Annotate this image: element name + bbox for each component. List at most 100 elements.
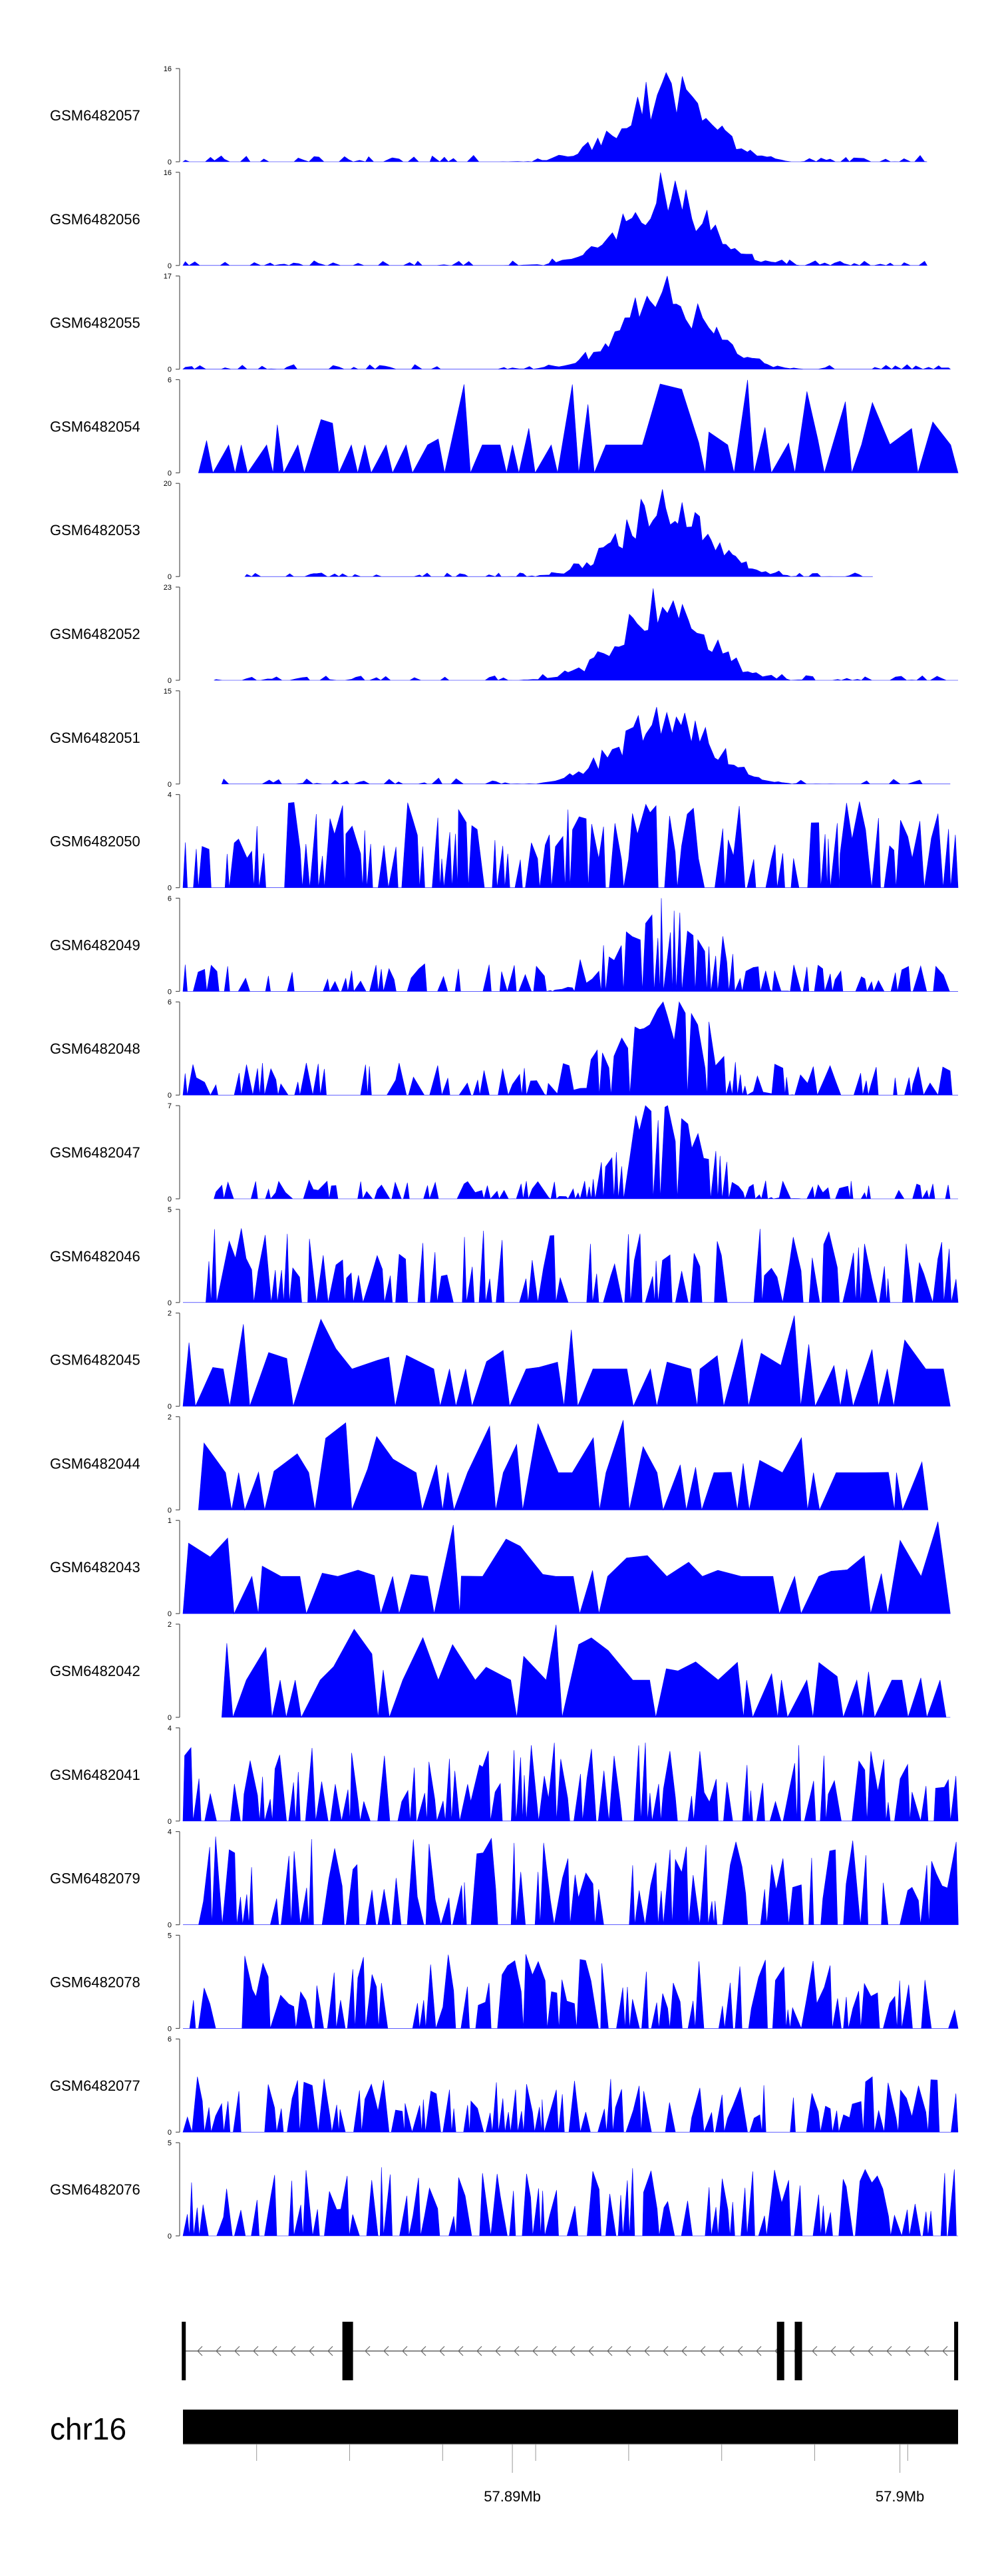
track-label: GSM6482048	[50, 1040, 140, 1057]
y-tick-label-max: 16	[164, 169, 172, 177]
strand-arrow	[365, 2346, 371, 2356]
y-tick-label-max: 5	[168, 1932, 172, 1940]
y-tick-label-min: 0	[168, 1195, 172, 1203]
strand-arrow	[458, 2346, 464, 2356]
track-label: GSM6482044	[50, 1455, 140, 1472]
strand-arrow	[588, 2346, 594, 2356]
track-label: GSM6482056	[50, 211, 140, 228]
track-GSM6482077: GSM6482077 6 0	[50, 2036, 959, 2137]
track-GSM6482044: GSM6482044 2 0	[50, 1413, 929, 1514]
exon	[776, 2322, 784, 2380]
track-label: GSM6482043	[50, 1559, 140, 1576]
y-tick-label-min: 0	[168, 1714, 172, 1722]
y-tick-label-max: 6	[168, 998, 172, 1006]
coverage-area	[182, 72, 927, 162]
track-label: GSM6482051	[50, 730, 140, 746]
strand-arrow	[532, 2346, 538, 2356]
y-tick-label-min: 0	[168, 1092, 172, 1100]
y-tick-label-max: 15	[164, 688, 172, 696]
coverage-area	[182, 276, 951, 370]
y-tick-label-min: 0	[168, 469, 172, 477]
strand-arrow	[681, 2346, 687, 2356]
coverage-area	[214, 1105, 958, 1200]
strand-arrow	[700, 2346, 706, 2356]
y-tick-label-max: 2	[168, 1621, 172, 1629]
gene-model-track	[182, 2322, 959, 2380]
coverage-area	[183, 1228, 959, 1303]
exon	[954, 2322, 959, 2380]
strand-arrow	[849, 2346, 855, 2356]
y-tick-label-max: 7	[168, 1102, 172, 1110]
track-GSM6482041: GSM6482041 4 0	[50, 1725, 959, 1826]
y-tick-label-max: 6	[168, 2036, 172, 2043]
strand-arrow	[625, 2346, 631, 2356]
axis-tick-label: 57.9Mb	[876, 2488, 924, 2505]
coverage-area	[182, 801, 959, 888]
strand-arrow	[905, 2346, 911, 2356]
coverage-area	[182, 1742, 959, 1822]
coverage-area	[198, 1420, 929, 1511]
strand-arrow	[271, 2346, 277, 2356]
coverage-area	[221, 1624, 951, 1719]
track-label: GSM6482041	[50, 1767, 140, 1783]
track-GSM6482057: GSM6482057 16 0	[50, 65, 927, 166]
y-tick-label-min: 0	[168, 366, 172, 374]
track-label: GSM6482047	[50, 1144, 140, 1161]
y-tick-label-min: 0	[168, 1506, 172, 1514]
y-tick-label-min: 0	[168, 2233, 172, 2241]
track-label: GSM6482046	[50, 1248, 140, 1265]
track-label: GSM6482042	[50, 1663, 140, 1679]
track-GSM6482047: GSM6482047 7 0	[50, 1102, 958, 1203]
strand-arrow	[514, 2346, 520, 2356]
coverage-area	[182, 898, 958, 992]
strand-arrow	[719, 2346, 725, 2356]
y-tick-label-min: 0	[168, 1403, 172, 1411]
strand-arrow	[942, 2346, 948, 2356]
chromosome-label: chr16	[50, 2412, 126, 2446]
track-GSM6482045: GSM6482045 2 0	[50, 1310, 951, 1411]
coverage-area	[221, 707, 951, 785]
y-tick-label-max: 5	[168, 1206, 172, 1214]
track-GSM6482054: GSM6482054 6 0	[50, 376, 959, 477]
y-tick-label-min: 0	[168, 573, 172, 581]
coverage-area	[198, 379, 959, 474]
track-label: GSM6482050	[50, 833, 140, 850]
y-tick-label-min: 0	[168, 1922, 172, 1930]
track-GSM6482052: GSM6482052 23 0	[50, 584, 958, 685]
exon	[794, 2322, 802, 2380]
track-label: GSM6482045	[50, 1352, 140, 1369]
track-GSM6482053: GSM6482053 20 0	[50, 480, 873, 581]
strand-arrow	[420, 2346, 426, 2356]
exon	[342, 2322, 353, 2380]
track-GSM6482049: GSM6482049 6 0	[50, 895, 958, 996]
y-tick-label-min: 0	[168, 1818, 172, 1826]
strand-arrow	[327, 2346, 333, 2356]
track-label: GSM6482055	[50, 315, 140, 331]
exon	[182, 2322, 186, 2380]
y-tick-label-max: 2	[168, 1413, 172, 1421]
strand-arrow	[886, 2346, 892, 2356]
chromosome-bar	[183, 2410, 958, 2444]
strand-arrow	[812, 2346, 818, 2356]
y-tick-label-max: 4	[168, 791, 172, 799]
y-tick-label-max: 6	[168, 895, 172, 903]
coverage-area	[182, 1522, 951, 1615]
track-label: GSM6482076	[50, 2181, 140, 2198]
y-tick-label-min: 0	[168, 677, 172, 685]
track-label: GSM6482078	[50, 1974, 140, 1990]
y-tick-label-min: 0	[168, 1299, 172, 1307]
track-label: GSM6482079	[50, 1870, 140, 1887]
strand-arrow	[234, 2346, 240, 2356]
track-GSM6482042: GSM6482042 2 0	[50, 1621, 951, 1722]
coverage-area	[214, 588, 958, 681]
strand-arrow	[868, 2346, 874, 2356]
track-GSM6482076: GSM6482076 5 0	[50, 2139, 958, 2241]
coverage-area	[182, 2076, 959, 2133]
strand-arrow	[476, 2346, 482, 2356]
track-GSM6482056: GSM6482056 16 0	[50, 169, 927, 270]
track-label: GSM6482057	[50, 107, 140, 124]
y-tick-label-max: 17	[164, 273, 172, 281]
strand-arrow	[830, 2346, 836, 2356]
coverage-area	[182, 2167, 958, 2237]
track-label: GSM6482053	[50, 522, 140, 538]
